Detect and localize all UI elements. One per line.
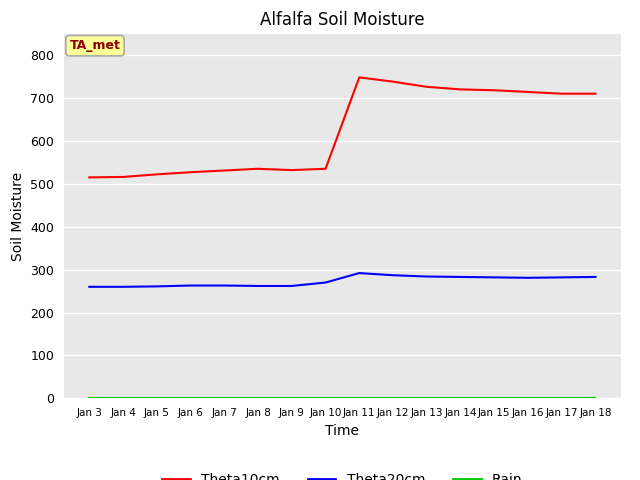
Theta10cm [423, 84, 431, 90]
Rain [254, 395, 262, 400]
Theta20cm [220, 283, 228, 288]
Theta10cm [187, 169, 195, 175]
Theta10cm [220, 168, 228, 173]
Theta20cm [457, 274, 465, 280]
Rain [288, 395, 296, 400]
Rain [558, 395, 566, 400]
Y-axis label: Soil Moisture: Soil Moisture [11, 171, 25, 261]
Theta20cm [355, 270, 363, 276]
Theta10cm [288, 167, 296, 173]
Rain [220, 395, 228, 400]
Theta20cm [558, 275, 566, 280]
Theta10cm [153, 171, 161, 177]
Line: Theta10cm: Theta10cm [90, 77, 595, 178]
Rain [524, 395, 532, 400]
Theta20cm [322, 280, 330, 286]
Rain [187, 395, 195, 400]
Rain [355, 395, 363, 400]
Theta20cm [490, 275, 498, 280]
Theta10cm [591, 91, 599, 96]
Rain [423, 395, 431, 400]
Rain [389, 395, 397, 400]
Rain [153, 395, 161, 400]
Theta20cm [86, 284, 93, 290]
Rain [490, 395, 498, 400]
Theta10cm [355, 74, 363, 80]
Theta10cm [457, 86, 465, 92]
Theta20cm [389, 272, 397, 278]
Theta10cm [389, 79, 397, 84]
Theta10cm [490, 87, 498, 93]
Text: TA_met: TA_met [70, 39, 120, 52]
Rain [591, 395, 599, 400]
Theta10cm [119, 174, 127, 180]
Line: Theta20cm: Theta20cm [90, 273, 595, 287]
Rain [322, 395, 330, 400]
Rain [457, 395, 465, 400]
Theta20cm [119, 284, 127, 290]
Rain [119, 395, 127, 400]
Theta10cm [86, 175, 93, 180]
Theta20cm [153, 284, 161, 289]
Theta10cm [322, 166, 330, 172]
Theta20cm [254, 283, 262, 289]
Theta20cm [187, 283, 195, 288]
Theta20cm [591, 274, 599, 280]
Title: Alfalfa Soil Moisture: Alfalfa Soil Moisture [260, 11, 425, 29]
Rain [86, 395, 93, 400]
Theta20cm [288, 283, 296, 289]
Theta20cm [423, 274, 431, 279]
Theta10cm [524, 89, 532, 95]
Theta20cm [524, 275, 532, 281]
Legend: Theta10cm, Theta20cm, Rain: Theta10cm, Theta20cm, Rain [157, 468, 528, 480]
Theta10cm [254, 166, 262, 172]
X-axis label: Time: Time [325, 424, 360, 438]
Theta10cm [558, 91, 566, 96]
